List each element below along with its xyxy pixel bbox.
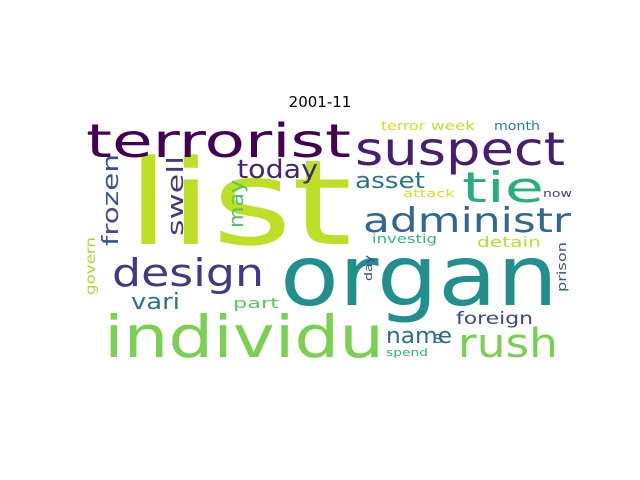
word-terrorist: terrorist [86, 114, 351, 168]
word-design: design [112, 251, 264, 295]
word-month: month [494, 119, 540, 133]
word-prison: prison [555, 242, 569, 292]
word-vari: vari [131, 290, 180, 315]
word-terror: terror [381, 119, 425, 133]
word-list: list [127, 134, 352, 272]
word-swell: swell [164, 156, 189, 236]
word-detain: detain [477, 235, 541, 251]
word-asset: asset [355, 169, 425, 194]
word-name: name [386, 324, 452, 349]
word-individu: individu [104, 303, 384, 371]
word-attack: attack [403, 187, 456, 200]
word-tie: tie [462, 163, 544, 212]
word-today: today [237, 155, 318, 185]
word-govern: govern [84, 237, 99, 295]
word-rush: rush [458, 321, 558, 367]
word-organ: organ [280, 227, 558, 325]
word-s: s [432, 328, 444, 347]
word-foreign: foreign [456, 309, 533, 329]
word-may: may [224, 180, 248, 228]
word-suspect: suspect [355, 122, 565, 176]
word-now: now [543, 187, 572, 200]
word-investig: investig [372, 232, 437, 246]
word-part: part [233, 296, 280, 312]
page-title: 2001-11 [288, 93, 352, 111]
word-spend: spend [386, 346, 428, 359]
word-week: week [431, 119, 475, 133]
word-administr: administr [363, 201, 571, 241]
word-day: day [362, 254, 375, 281]
word-frozen: frozen [99, 154, 124, 246]
